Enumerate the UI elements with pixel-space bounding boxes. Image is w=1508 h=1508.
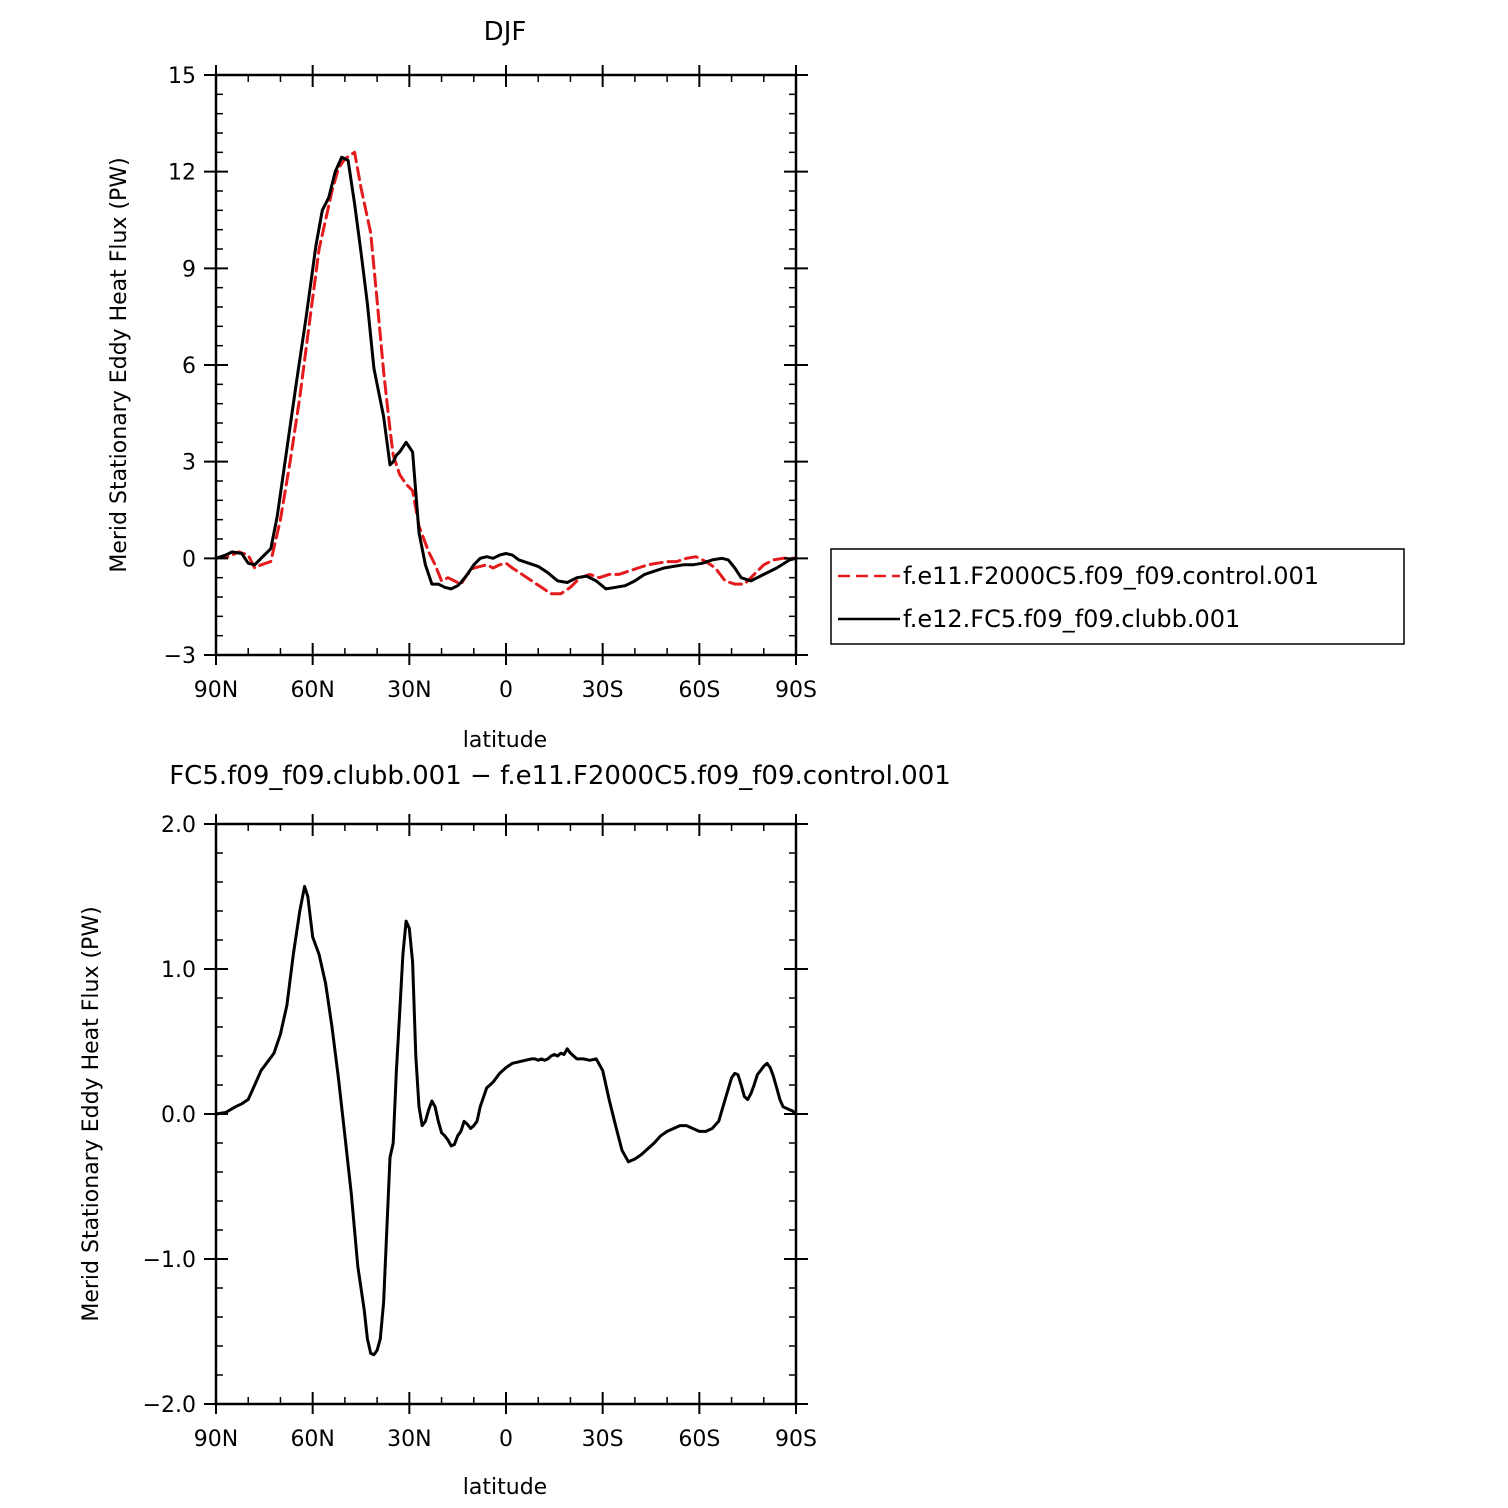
bottom-x-tick-label: 60S — [678, 1427, 720, 1452]
top-y-tick-label: 15 — [168, 64, 196, 89]
top-x-tick-label: 60S — [678, 678, 720, 703]
bottom-chart-title: FC5.f09_f09.clubb.001 − f.e11.F2000C5.f0… — [169, 761, 951, 791]
legend-label-clubb: f.e12.FC5.f09_f09.clubb.001 — [903, 605, 1240, 633]
top-y-tick-label: 0 — [182, 547, 196, 572]
bottom-y-tick-label: −2.0 — [143, 1393, 196, 1418]
bottom-x-tick-label: 90N — [194, 1427, 238, 1452]
bottom-x-tick-label: 0 — [499, 1427, 513, 1452]
top-chart-title: DJF — [484, 17, 527, 47]
bottom-x-tick-label: 30S — [582, 1427, 624, 1452]
top-y-axis-label: Merid Stationary Eddy Heat Flux (PW) — [107, 157, 132, 572]
top-x-tick-label: 30S — [582, 678, 624, 703]
bottom-series-line-0 — [214, 884, 798, 1357]
bottom-y-axis-label: Merid Stationary Eddy Heat Flux (PW) — [79, 906, 104, 1321]
bottom-x-axis-label: latitude — [463, 1475, 547, 1500]
top-x-axis-label: latitude — [463, 728, 547, 753]
top-x-tick-label: 60N — [290, 678, 334, 703]
legend: f.e11.F2000C5.f09_f09.control.001 f.e12.… — [830, 548, 1405, 645]
top-y-tick-label: 3 — [182, 451, 196, 476]
bottom-y-tick-label: −1.0 — [143, 1248, 196, 1273]
top-y-tick-label: 6 — [182, 354, 196, 379]
top-chart: DJF 90N 60N 30N 0 30S 60S 90S −3 0 3 6 9 12 15 latitu… — [107, 17, 817, 753]
top-x-tick-label: 30N — [387, 678, 431, 703]
bottom-x-tick-label: 90S — [775, 1427, 817, 1452]
bottom-y-tick-label: 1.0 — [161, 958, 196, 983]
top-x-tick-label: 0 — [499, 678, 513, 703]
top-y-tick-label: 9 — [182, 257, 196, 282]
bottom-x-tick-label: 60N — [290, 1427, 334, 1452]
legend-box — [830, 548, 1405, 645]
bottom-y-tick-label: 2.0 — [161, 813, 196, 838]
top-x-tick-label: 90S — [775, 678, 817, 703]
top-x-tick-label: 90N — [194, 678, 238, 703]
bottom-y-tick-label: 0.0 — [161, 1103, 196, 1128]
top-series-line-1 — [214, 155, 798, 591]
legend-label-control: f.e11.F2000C5.f09_f09.control.001 — [903, 562, 1319, 590]
bottom-chart: FC5.f09_f09.clubb.001 − f.e11.F2000C5.f0… — [79, 761, 951, 1500]
top-series-line-0 — [214, 150, 798, 596]
bottom-plot-frame — [214, 822, 798, 1406]
bottom-x-tick-label: 30N — [387, 1427, 431, 1452]
top-y-tick-label: 12 — [168, 161, 196, 186]
top-y-tick-label: −3 — [164, 644, 196, 669]
